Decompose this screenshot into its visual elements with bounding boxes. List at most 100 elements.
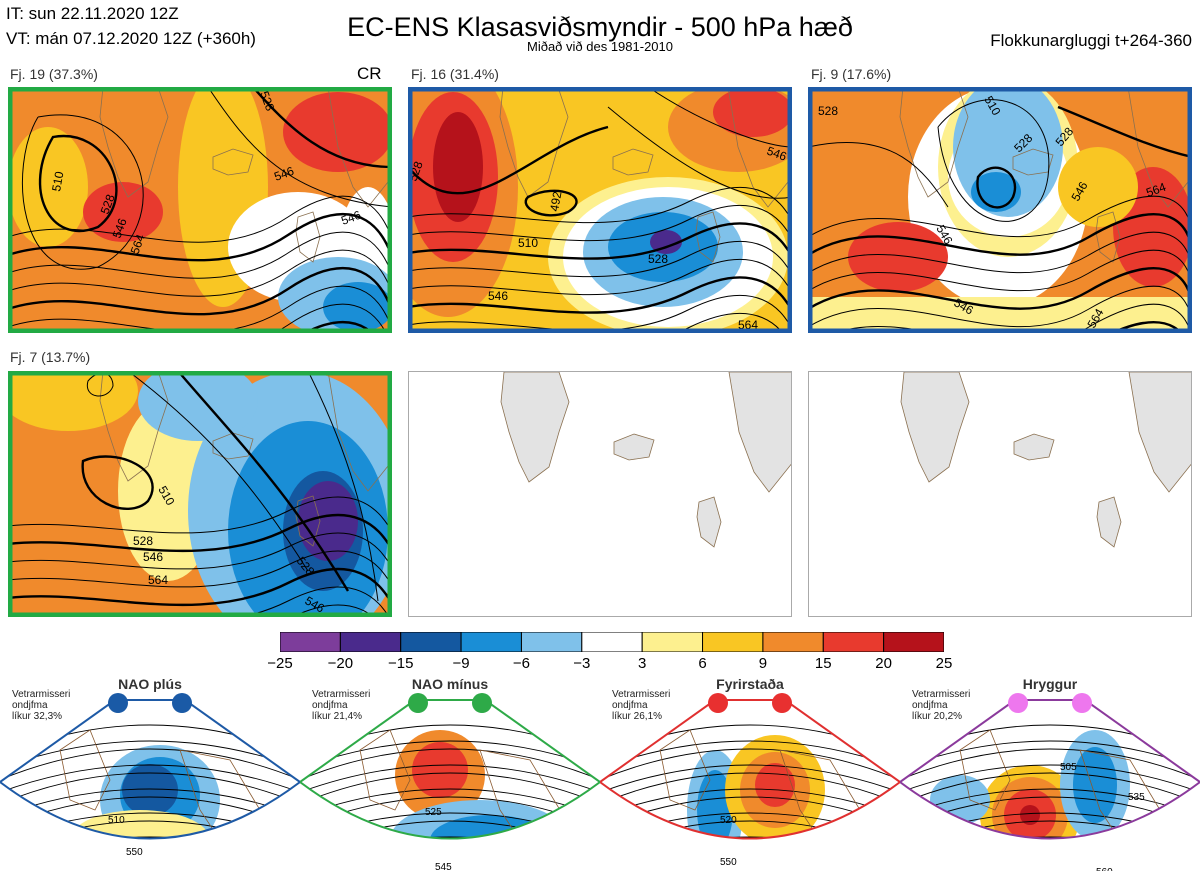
contour-label: 564 xyxy=(128,232,148,256)
contour-label: 545 xyxy=(435,862,452,871)
height-contour xyxy=(808,249,1192,292)
colorbar-tick-label: 20 xyxy=(875,655,892,672)
panel-border xyxy=(408,87,792,333)
height-contour xyxy=(0,748,300,785)
contour-label: 528 xyxy=(98,192,118,216)
anomaly-fill xyxy=(122,764,178,816)
colorbar-segment xyxy=(822,632,885,652)
height-contour xyxy=(524,189,578,217)
colorbar-segment xyxy=(339,632,402,652)
panel-border xyxy=(8,371,392,617)
anomaly-fill xyxy=(8,127,88,247)
height-contour xyxy=(600,836,900,839)
contour-label: 510 xyxy=(518,236,538,250)
contour-label: 492 xyxy=(547,190,564,212)
coastline xyxy=(212,148,254,176)
height-contour xyxy=(900,772,1200,809)
height-contour xyxy=(8,550,392,588)
anomaly-fill xyxy=(755,763,795,807)
height-contour xyxy=(900,748,1200,785)
height-contour xyxy=(0,772,300,809)
height-contour xyxy=(8,213,392,262)
panel-label-4: Fj. 7 (13.7%) xyxy=(10,349,91,365)
height-contour xyxy=(307,371,379,602)
regime-marker xyxy=(108,693,128,713)
anomaly-fill xyxy=(848,222,948,292)
contour-label: 520 xyxy=(720,815,737,826)
height-contour xyxy=(408,295,792,332)
regime-marker xyxy=(172,693,192,713)
height-contour xyxy=(408,276,792,314)
height-contour xyxy=(600,764,900,797)
colorbar-tick-label: −20 xyxy=(327,655,354,672)
contour-label: 564 xyxy=(1144,180,1168,200)
anomaly-fill xyxy=(1058,147,1138,227)
height-contour xyxy=(300,772,600,809)
height-contour xyxy=(647,87,792,148)
height-contour xyxy=(300,748,600,785)
height-contour xyxy=(38,134,118,233)
coastline xyxy=(899,87,969,198)
empty-map-2 xyxy=(808,371,1192,617)
regime-marker xyxy=(1008,693,1028,713)
anomaly-fill xyxy=(323,282,392,332)
height-contour xyxy=(300,836,600,839)
colorbar-segment xyxy=(460,632,522,652)
contour-label: 510 xyxy=(49,170,66,192)
height-contour xyxy=(408,205,792,242)
panel-border xyxy=(808,87,1192,333)
colorbar-tick-label: −6 xyxy=(512,655,530,672)
colorbar-segment xyxy=(520,632,583,652)
colorbar-segment xyxy=(641,632,704,652)
coastline xyxy=(327,87,392,208)
height-contour xyxy=(408,259,792,296)
height-contour xyxy=(408,222,792,260)
coastline xyxy=(1013,433,1055,461)
coastline xyxy=(499,87,569,198)
height-contour xyxy=(8,285,392,333)
contour-label: 535 xyxy=(1128,792,1145,803)
regime-name: Hryggur xyxy=(1022,676,1078,692)
height-contour xyxy=(127,371,309,572)
height-contour xyxy=(81,455,154,511)
coastline xyxy=(900,372,970,483)
colorbar-tick-label: 15 xyxy=(814,655,832,672)
height-contour xyxy=(8,532,392,570)
contour-label: 528 xyxy=(257,89,277,113)
contour-label: 528 xyxy=(133,534,153,548)
height-contour xyxy=(900,836,1200,839)
height-contour xyxy=(8,231,392,279)
colorbar-tick-label: −25 xyxy=(267,655,293,672)
anomaly-fill xyxy=(70,810,210,839)
coastline xyxy=(696,496,722,548)
coastline xyxy=(612,148,654,176)
contour-label: 546 xyxy=(272,164,296,184)
anomaly-fill xyxy=(808,297,1192,333)
colorbar-segment xyxy=(702,632,764,652)
height-contour xyxy=(0,764,300,797)
height-contour xyxy=(300,820,600,839)
regime-marker xyxy=(408,693,428,713)
height-contour xyxy=(600,820,900,839)
anomaly-fill xyxy=(713,87,792,137)
coastline xyxy=(99,87,169,198)
panel-label-2: Fj. 16 (31.4%) xyxy=(411,66,499,82)
height-contour xyxy=(808,141,949,208)
regime-note: Vetrarmisseri ondjfma líkur 20,2% xyxy=(912,689,971,722)
classification-window: Flokkunargluggi t+264-360 xyxy=(990,31,1192,50)
coastline xyxy=(727,87,792,208)
height-contour xyxy=(937,99,1050,222)
coastline xyxy=(1127,87,1192,208)
colorbar-segment xyxy=(883,632,944,652)
coastline xyxy=(1096,496,1122,548)
height-contour xyxy=(600,772,900,809)
colorbar xyxy=(280,632,944,652)
regime-note: Vetrarmisseri ondjfma líkur 32,3% xyxy=(12,689,71,722)
coastline xyxy=(295,495,321,547)
colorbar-segment xyxy=(400,632,462,652)
height-contour xyxy=(22,114,144,270)
regime-note: Vetrarmisseri ondjfma líkur 26,1% xyxy=(612,689,671,722)
anomaly-fill xyxy=(650,230,682,254)
coastline xyxy=(500,372,570,483)
anomaly-fill xyxy=(1073,747,1117,823)
